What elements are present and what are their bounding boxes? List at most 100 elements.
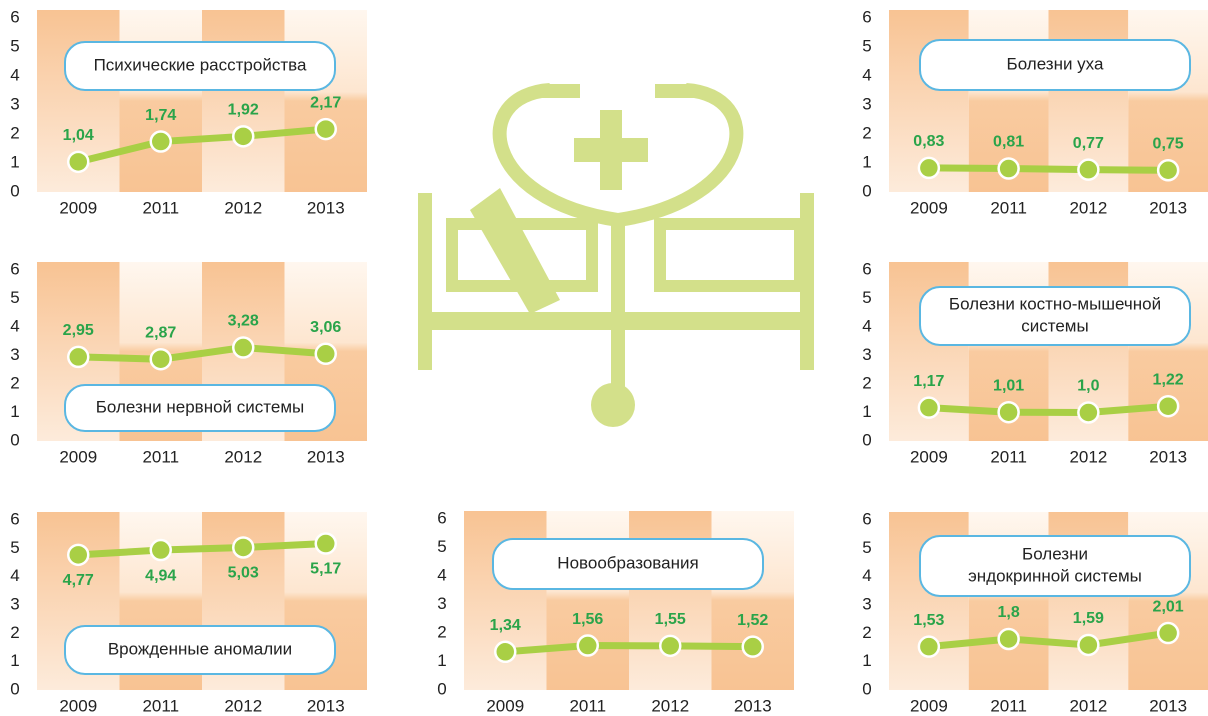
y-tick-label: 0 [10,679,19,698]
y-tick-label: 4 [10,316,19,335]
y-tick-label: 4 [437,565,446,584]
x-tick-label: 2011 [569,696,606,715]
x-tick-label: 2012 [224,447,262,466]
value-label: 3,28 [228,313,259,330]
y-tick-label: 6 [10,509,19,528]
y-tick-label: 6 [862,7,871,26]
y-tick-label: 3 [862,345,871,364]
data-point [233,126,253,146]
y-tick-label: 4 [862,566,871,585]
data-point [151,540,171,560]
chart-panel: 20092011201220130123456Болезниэндокринно… [862,509,1208,715]
x-tick-label: 2013 [1149,447,1187,466]
data-point [233,537,253,557]
value-label: 1,92 [228,102,259,119]
y-tick-label: 5 [862,538,871,557]
x-tick-label: 2013 [307,198,345,217]
data-point [68,152,88,172]
data-point [578,636,598,656]
x-tick-label: 2012 [224,696,262,715]
x-tick-label: 2009 [486,696,524,715]
value-label: 1,04 [63,127,94,144]
value-label: 2,95 [63,322,94,339]
y-tick-label: 6 [437,508,446,527]
infographic: 20092011201220130123456Психические расст… [0,0,1208,716]
data-point [495,642,515,662]
y-tick-label: 0 [10,430,19,449]
chart-panel: 20092011201220130123456Болезни костно-мы… [862,259,1208,466]
data-point [1158,396,1178,416]
x-tick-label: 2009 [910,447,948,466]
y-tick-label: 4 [10,65,19,84]
x-tick-label: 2012 [1069,696,1107,715]
page: 20092011201220130123456Психические расст… [0,0,1208,716]
y-tick-label: 3 [10,345,19,364]
data-point [999,402,1019,422]
y-tick-label: 6 [10,259,19,278]
x-tick-label: 2011 [990,198,1027,217]
y-tick-label: 5 [10,36,19,55]
data-point [151,132,171,152]
x-tick-label: 2009 [59,198,97,217]
data-point [1158,160,1178,180]
value-label: 1,22 [1153,371,1184,388]
value-label: 1,53 [913,612,944,629]
data-point [660,636,680,656]
x-tick-label: 2009 [59,696,97,715]
x-tick-label: 2011 [990,696,1027,715]
data-point [743,637,763,657]
x-tick-label: 2013 [1149,198,1187,217]
chart-title: Болезни нервной системы [96,397,304,416]
value-label: 0,77 [1073,135,1104,152]
value-label: 1,56 [572,611,603,628]
data-point [999,629,1019,649]
data-point [68,545,88,565]
column-band [464,511,547,690]
value-label: 1,74 [145,107,176,124]
x-tick-label: 2009 [910,696,948,715]
column-band [712,511,795,690]
x-tick-label: 2011 [142,447,179,466]
x-tick-label: 2012 [224,198,262,217]
chart-title: Психические расстройства [94,55,307,74]
y-tick-label: 4 [862,65,871,84]
chart-panel: 20092011201220130123456Психические расст… [10,7,367,217]
x-tick-label: 2012 [1069,447,1107,466]
chart-title: Болезни [1022,544,1088,563]
y-tick-label: 5 [10,538,19,557]
data-point [919,637,939,657]
data-line [929,168,1168,170]
y-tick-label: 4 [862,316,871,335]
y-tick-label: 1 [10,651,19,670]
y-tick-label: 0 [862,679,871,698]
x-tick-label: 2013 [307,447,345,466]
x-tick-label: 2011 [142,198,179,217]
y-tick-label: 2 [10,373,19,392]
y-tick-label: 1 [437,651,446,670]
y-tick-label: 3 [10,94,19,113]
value-label: 1,01 [993,377,1024,394]
y-tick-label: 5 [862,288,871,307]
value-label: 1,17 [913,373,944,390]
x-tick-label: 2009 [59,447,97,466]
value-label: 1,55 [655,611,686,628]
y-tick-label: 3 [862,594,871,613]
column-band [547,511,630,690]
value-label: 1,52 [737,612,768,629]
chart-title: системы [1021,316,1088,335]
y-tick-label: 4 [10,566,19,585]
value-label: 0,83 [913,133,944,150]
value-label: 4,77 [63,572,94,589]
y-tick-label: 1 [10,402,19,421]
chart-panel: 20092011201220130123456Новообразования1,… [437,508,794,715]
y-tick-label: 2 [862,123,871,142]
x-tick-label: 2009 [910,198,948,217]
chart-panel: 20092011201220130123456Болезни уха0,830,… [862,7,1208,217]
y-tick-label: 0 [10,181,19,200]
chart-title: Новообразования [557,553,698,572]
value-label: 2,17 [310,94,341,111]
data-point [1078,635,1098,655]
chart-title: Врожденные аномалии [108,639,292,658]
value-label: 5,03 [228,565,259,582]
data-point [68,347,88,367]
